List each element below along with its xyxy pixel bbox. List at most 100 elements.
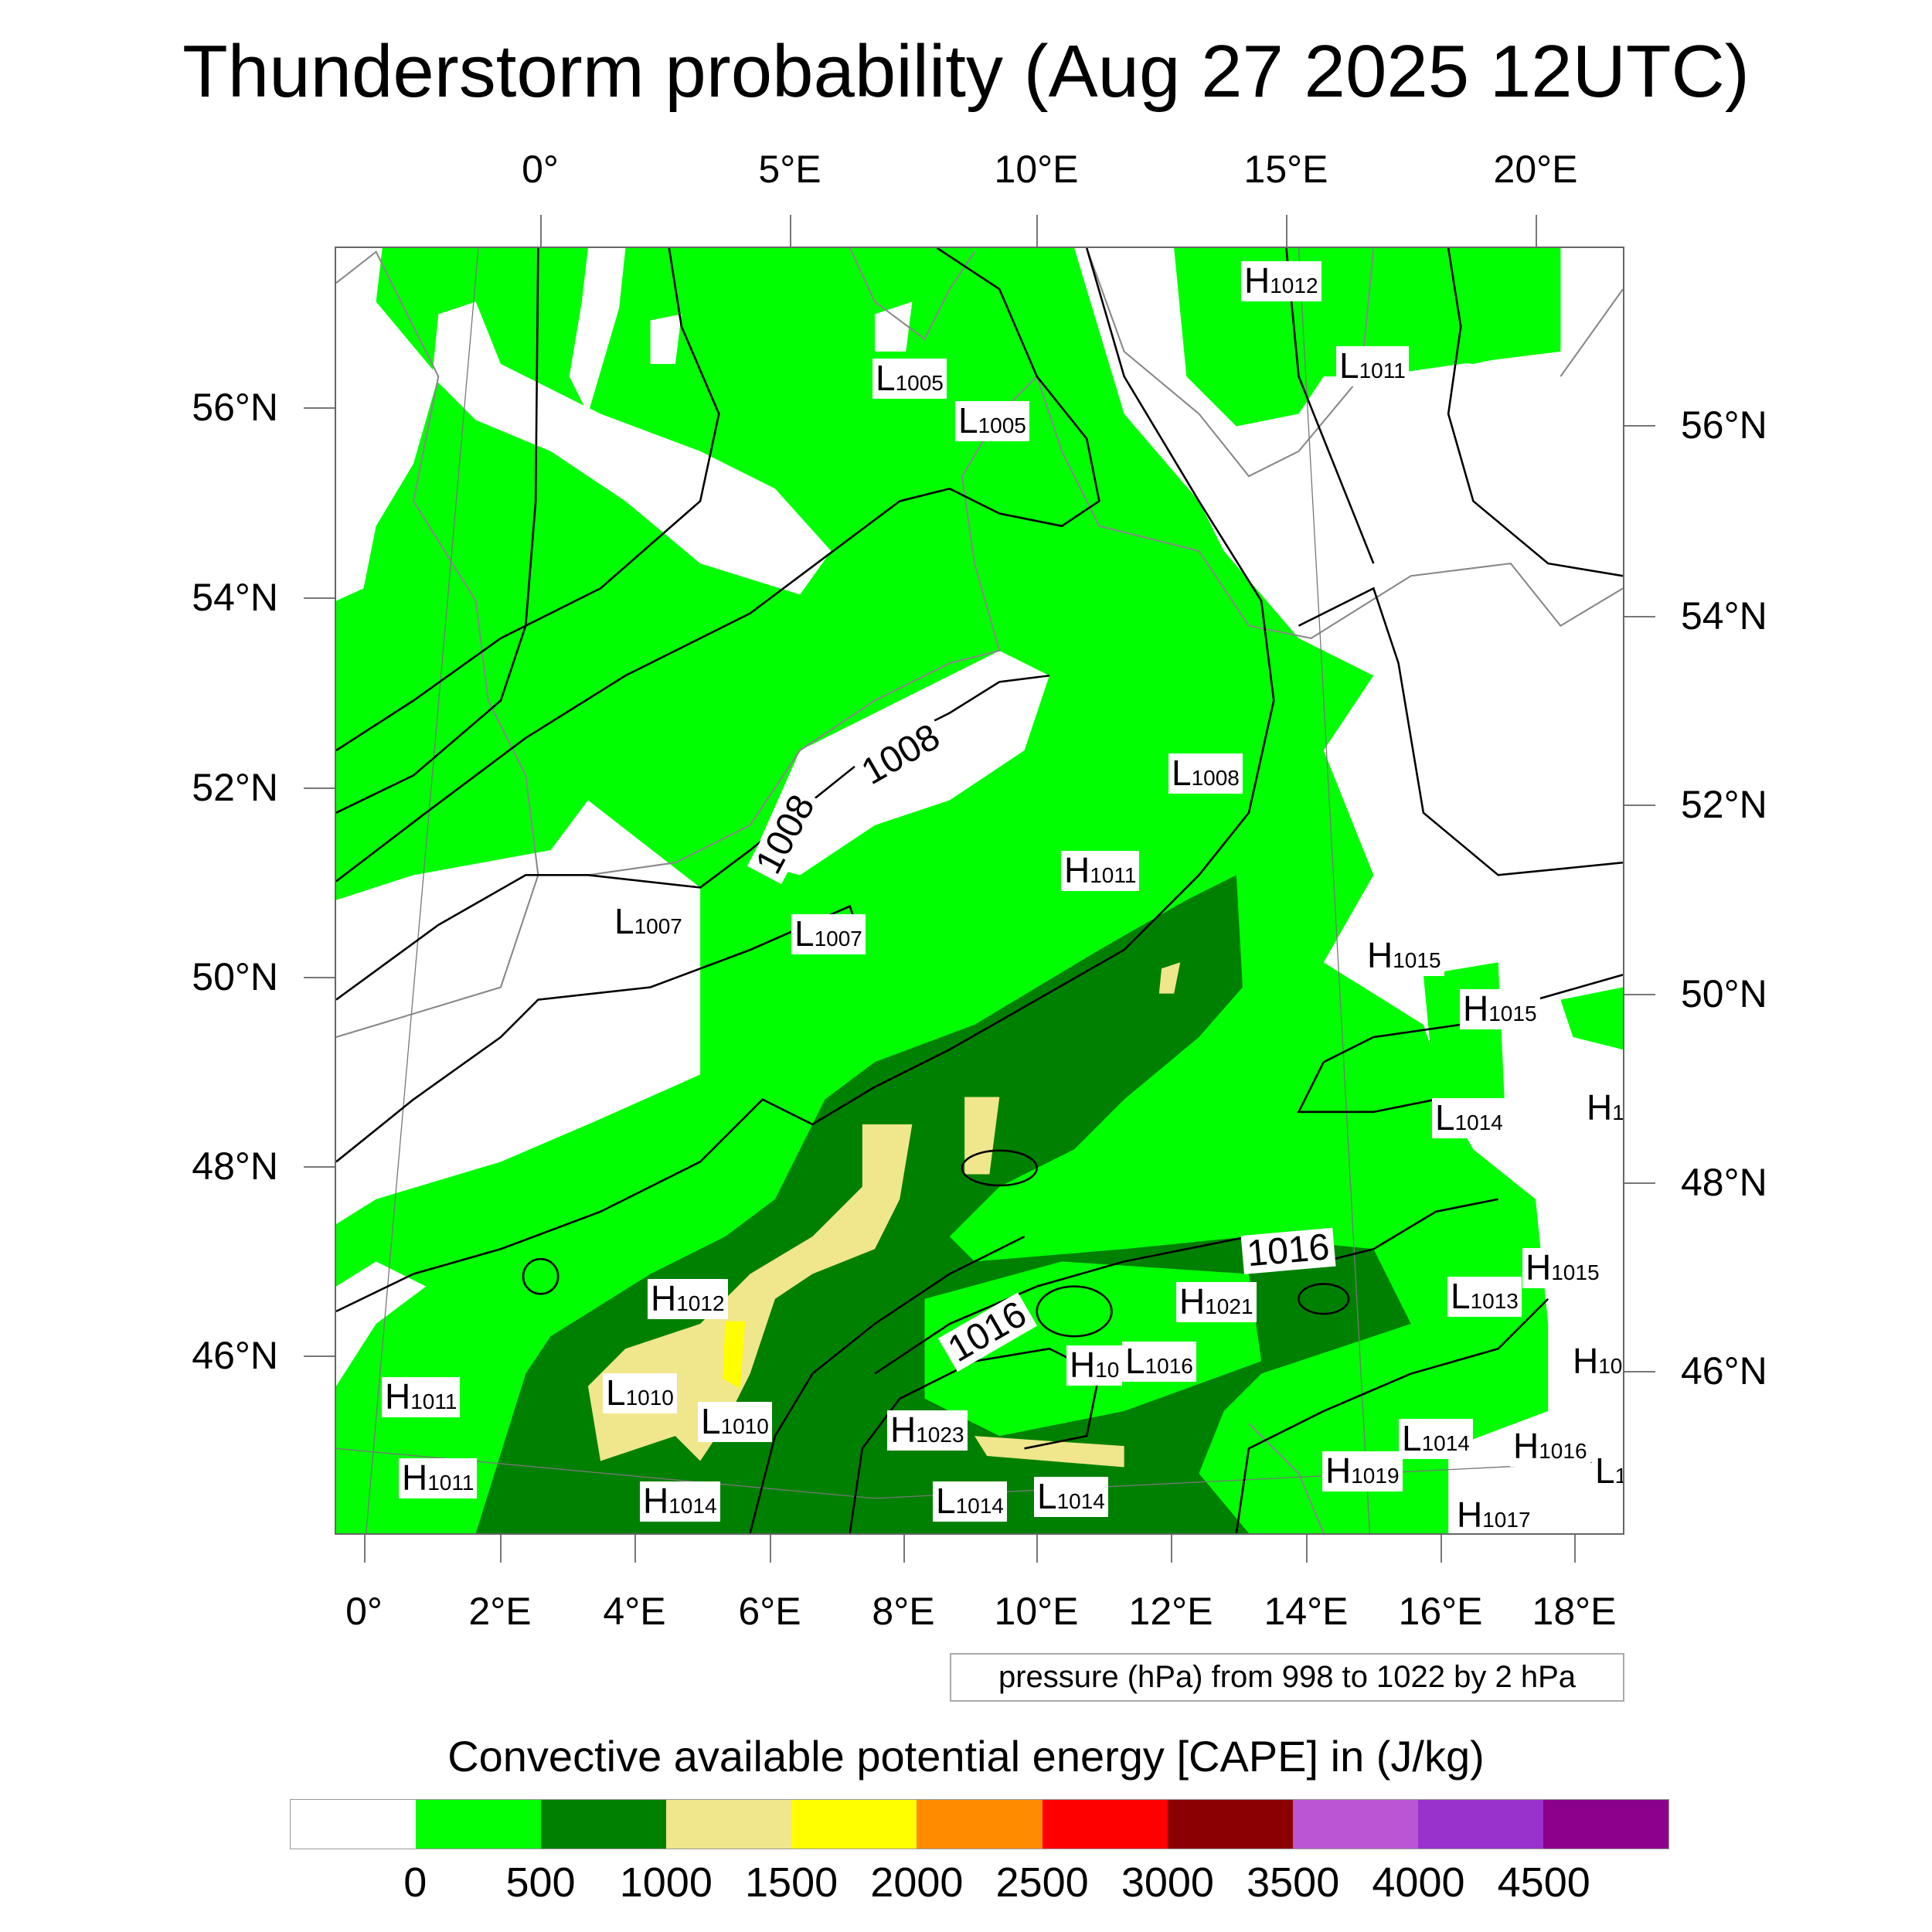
bottom-lon-tick	[1171, 1535, 1172, 1563]
pressure-center-type: H	[1513, 1426, 1539, 1466]
isobar	[1298, 587, 1623, 876]
high-pressure-label: H1012	[648, 1279, 728, 1319]
colorbar-swatch	[791, 1800, 917, 1849]
bottom-lon-label: 6°E	[738, 1590, 801, 1633]
high-pressure-label: H1014	[640, 1481, 720, 1522]
top-lon-tick	[790, 215, 791, 247]
pressure-center-value: 1	[1615, 1464, 1623, 1488]
isobar	[749, 1235, 1026, 1533]
pressure-center-type: L	[936, 1481, 956, 1521]
left-lat-label: 52°N	[192, 766, 278, 809]
low-pressure-label: L1014	[1399, 1419, 1473, 1459]
pressure-center-type: H	[643, 1481, 669, 1521]
pressure-center-value: 1014	[668, 1494, 717, 1518]
bottom-lon-tick	[770, 1535, 771, 1563]
low-pressure-label: L1005	[955, 401, 1029, 441]
pressure-center-value: 1015	[1551, 1260, 1600, 1284]
colorbar-swatch	[666, 1800, 792, 1849]
coastline	[336, 250, 539, 1039]
colorbar-swatch	[416, 1800, 542, 1849]
right-lat-label: 48°N	[1681, 1161, 1767, 1204]
high-pressure-label: H1023	[887, 1410, 968, 1451]
bottom-lon-label: 0°	[345, 1590, 383, 1633]
high-pressure-label: H1015	[1460, 989, 1540, 1029]
pressure-center-type: L	[1037, 1476, 1057, 1516]
pressure-center-type: H	[1463, 988, 1489, 1029]
pressure-center-type: L	[794, 913, 815, 954]
pressure-center-type: L	[958, 400, 978, 440]
high-pressure-label: H10	[1066, 1345, 1123, 1386]
pressure-center-type: L	[606, 1372, 626, 1413]
bottom-lon-label: 18°E	[1532, 1590, 1617, 1633]
isobar	[336, 674, 1050, 1001]
pressure-center-value: 1014	[1421, 1431, 1470, 1455]
pressure-center-type: L	[1595, 1451, 1615, 1491]
green-patch	[1560, 987, 1623, 1050]
meridian-line	[1298, 248, 1371, 1533]
isobar	[1285, 248, 1375, 564]
isobar	[336, 248, 720, 752]
pressure-center-value: 1007	[634, 914, 682, 938]
isobar	[336, 248, 1100, 883]
high-pressure-label: H1011	[1061, 851, 1140, 891]
pressure-center-type: H	[1325, 1451, 1352, 1491]
isobar	[336, 248, 1275, 1313]
pressure-center-value: 1014	[955, 1494, 1004, 1518]
pressure-center-value: 1011	[1359, 359, 1406, 383]
pressure-center-type: L	[1172, 753, 1192, 793]
colorbar-swatch	[541, 1800, 667, 1849]
isobar	[336, 248, 539, 814]
white-area	[569, 248, 626, 414]
pressure-center-value: 1019	[1351, 1464, 1400, 1488]
pressure-center-type: H	[1070, 1345, 1096, 1385]
pressure-center-type: H	[1573, 1341, 1599, 1381]
high-pressure-label: H1016	[1510, 1427, 1590, 1467]
isobar	[1235, 1298, 1549, 1533]
pressure-contour-note: pressure (hPa) from 998 to 1022 by 2 hPa	[950, 1653, 1624, 1702]
pressure-center-type: H	[1526, 1247, 1552, 1287]
coastline	[849, 248, 975, 341]
high-pressure-label: H1011	[382, 1377, 461, 1417]
colorbar-tick-label: 4000	[1372, 1859, 1465, 1906]
bottom-lon-label: 2°E	[468, 1590, 532, 1633]
bottom-lon-tick	[500, 1535, 502, 1563]
colorbar-swatch	[1167, 1800, 1293, 1849]
white-area	[650, 314, 682, 365]
pressure-center-value: 1021	[1205, 1294, 1253, 1318]
pressure-center-type: H	[1587, 1087, 1613, 1128]
pressure-center-value: 1015	[1488, 1002, 1537, 1026]
white-area	[336, 800, 701, 1224]
left-lat-label: 50°N	[192, 955, 278, 998]
pressure-center-type: L	[1125, 1341, 1145, 1381]
pressure-center-value: 1010	[720, 1414, 769, 1438]
pressure-center-value: 1016	[1539, 1439, 1587, 1463]
top-lon-label: 5°E	[758, 148, 821, 191]
colorbar-title: Convective available potential energy [C…	[447, 1732, 1485, 1781]
colorbar-tick-label: 2500	[995, 1859, 1089, 1906]
white-area	[336, 248, 439, 601]
colorbar-tick-label: 4500	[1497, 1859, 1590, 1906]
pressure-center-type: L	[1339, 345, 1359, 386]
isobars	[336, 248, 1623, 1533]
left-lat-tick	[304, 787, 335, 789]
isobar-loop	[1298, 1283, 1350, 1315]
pressure-center-type: H	[651, 1278, 677, 1318]
right-lat-tick	[1624, 804, 1655, 806]
white-area	[336, 1261, 427, 1386]
right-lat-tick	[1624, 425, 1655, 427]
bottom-lon-tick	[903, 1535, 905, 1563]
pressure-center-value: 1005	[978, 413, 1026, 437]
top-lon-tick	[1536, 215, 1537, 247]
colorbar-swatch	[1292, 1800, 1418, 1849]
high-pressure-label: H1015	[1522, 1248, 1603, 1288]
meridian-line	[366, 248, 479, 1533]
right-lat-label: 54°N	[1681, 594, 1767, 638]
pressure-center-value: 1005	[895, 371, 944, 395]
pressure-center-type: H	[890, 1410, 917, 1450]
high-pressure-label: H101	[1570, 1341, 1623, 1382]
right-lat-tick	[1624, 994, 1655, 995]
right-lat-label: 50°N	[1681, 972, 1767, 1015]
khaki-area	[1158, 962, 1181, 994]
colorbar-swatch	[1543, 1800, 1669, 1849]
right-lat-tick	[1624, 616, 1655, 617]
